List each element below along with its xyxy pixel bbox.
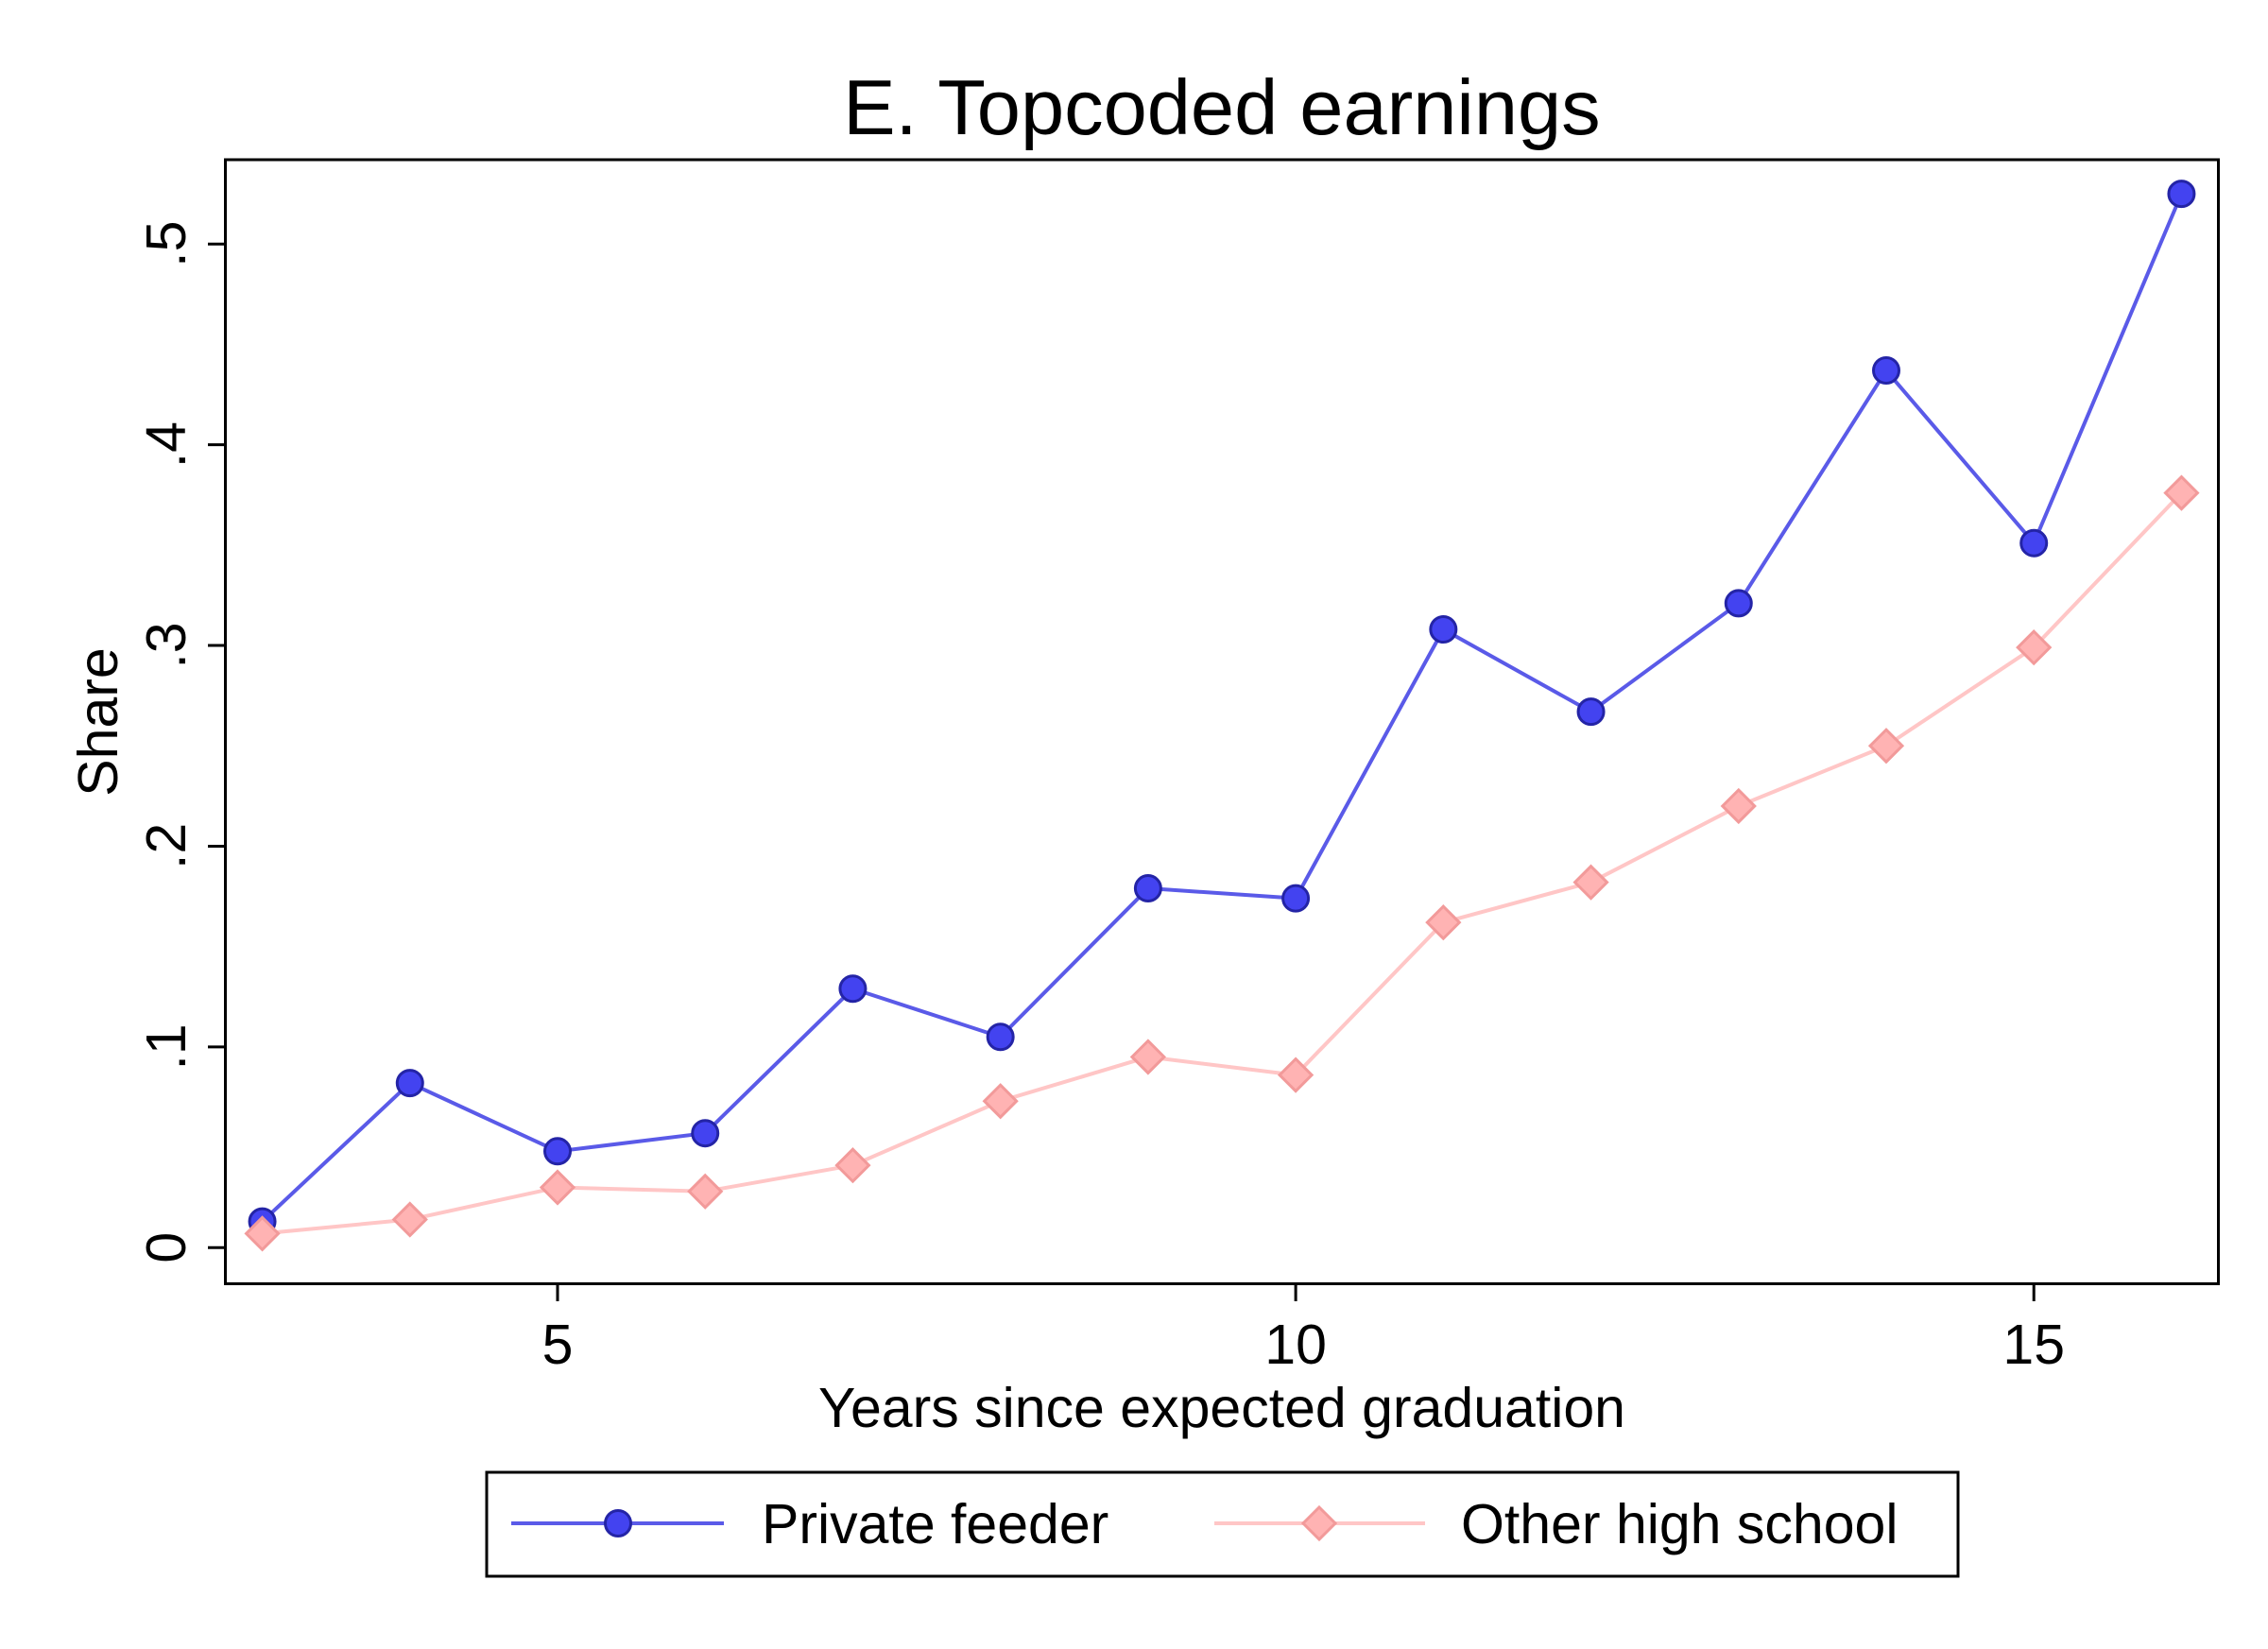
legend-marker-private-feeder [604,1509,632,1537]
data-point-private-feeder [2019,528,2049,558]
legend-swatch-private-feeder [511,1509,724,1537]
y-tick-label: .3 [135,622,198,668]
data-point-private-feeder [2167,180,2196,209]
series-line-other-high-school [260,490,2184,1236]
chart-title: E. Topcoded earnings [843,63,1600,151]
legend-label-other-high-school: Other high school [1461,1493,1898,1555]
data-point-other-high-school [1720,787,1757,825]
x-axis-label: Years since expected graduation [818,1377,1625,1439]
data-point-private-feeder [986,1022,1015,1052]
y-tick-label: 0 [135,1232,198,1263]
data-point-private-feeder [1724,589,1753,618]
series-other-high-school [244,474,2200,1252]
data-point-other-high-school [391,1201,428,1238]
series-private-feeder [248,180,2196,1236]
data-point-private-feeder [838,974,868,1004]
data-point-private-feeder [543,1137,572,1166]
data-point-other-high-school [834,1147,871,1184]
data-point-private-feeder [395,1069,424,1098]
data-point-other-high-school [687,1173,724,1210]
data-point-private-feeder [1576,697,1606,727]
data-point-other-high-school [1129,1039,1167,1075]
series-line-private-feeder [260,192,2184,1224]
data-point-private-feeder [1872,356,1900,386]
x-tick-label: 15 [2002,1314,2065,1376]
data-point-other-high-school [244,1215,281,1252]
y-axis: 0 .1 .2 .3 .4 .5 [135,221,226,1263]
data-point-other-high-school [2163,474,2200,511]
legend-swatches [511,1504,1425,1542]
data-point-other-high-school [539,1169,576,1206]
y-tick-label: .1 [135,1023,198,1070]
y-tick-label: .5 [135,221,198,267]
y-tick-label: .2 [135,823,198,869]
plot-series [244,180,2200,1252]
plot-frame [224,158,2220,1285]
data-point-other-high-school [1867,728,1905,764]
legend-marker-other-high-school [1300,1504,1338,1542]
x-axis: 5 10 15 [542,1283,2065,1376]
y-tick-label: .4 [135,421,198,468]
data-point-other-high-school [1572,864,1609,901]
data-point-private-feeder [1429,615,1458,644]
data-point-private-feeder [1133,874,1162,903]
data-point-other-high-school [2016,629,2053,666]
data-point-private-feeder [1281,884,1311,913]
legend: Private feeder Other high school [485,1470,1960,1578]
data-point-private-feeder [691,1119,720,1148]
data-point-other-high-school [1277,1056,1314,1093]
data-point-other-high-school [1425,904,1462,941]
x-tick-label: 5 [542,1314,574,1376]
data-point-other-high-school [982,1083,1019,1120]
y-axis-label: Share [67,647,129,796]
legend-label-private-feeder: Private feeder [762,1493,1108,1555]
legend-swatch-other-high-school [1214,1504,1425,1542]
x-tick-label: 10 [1264,1314,1327,1376]
